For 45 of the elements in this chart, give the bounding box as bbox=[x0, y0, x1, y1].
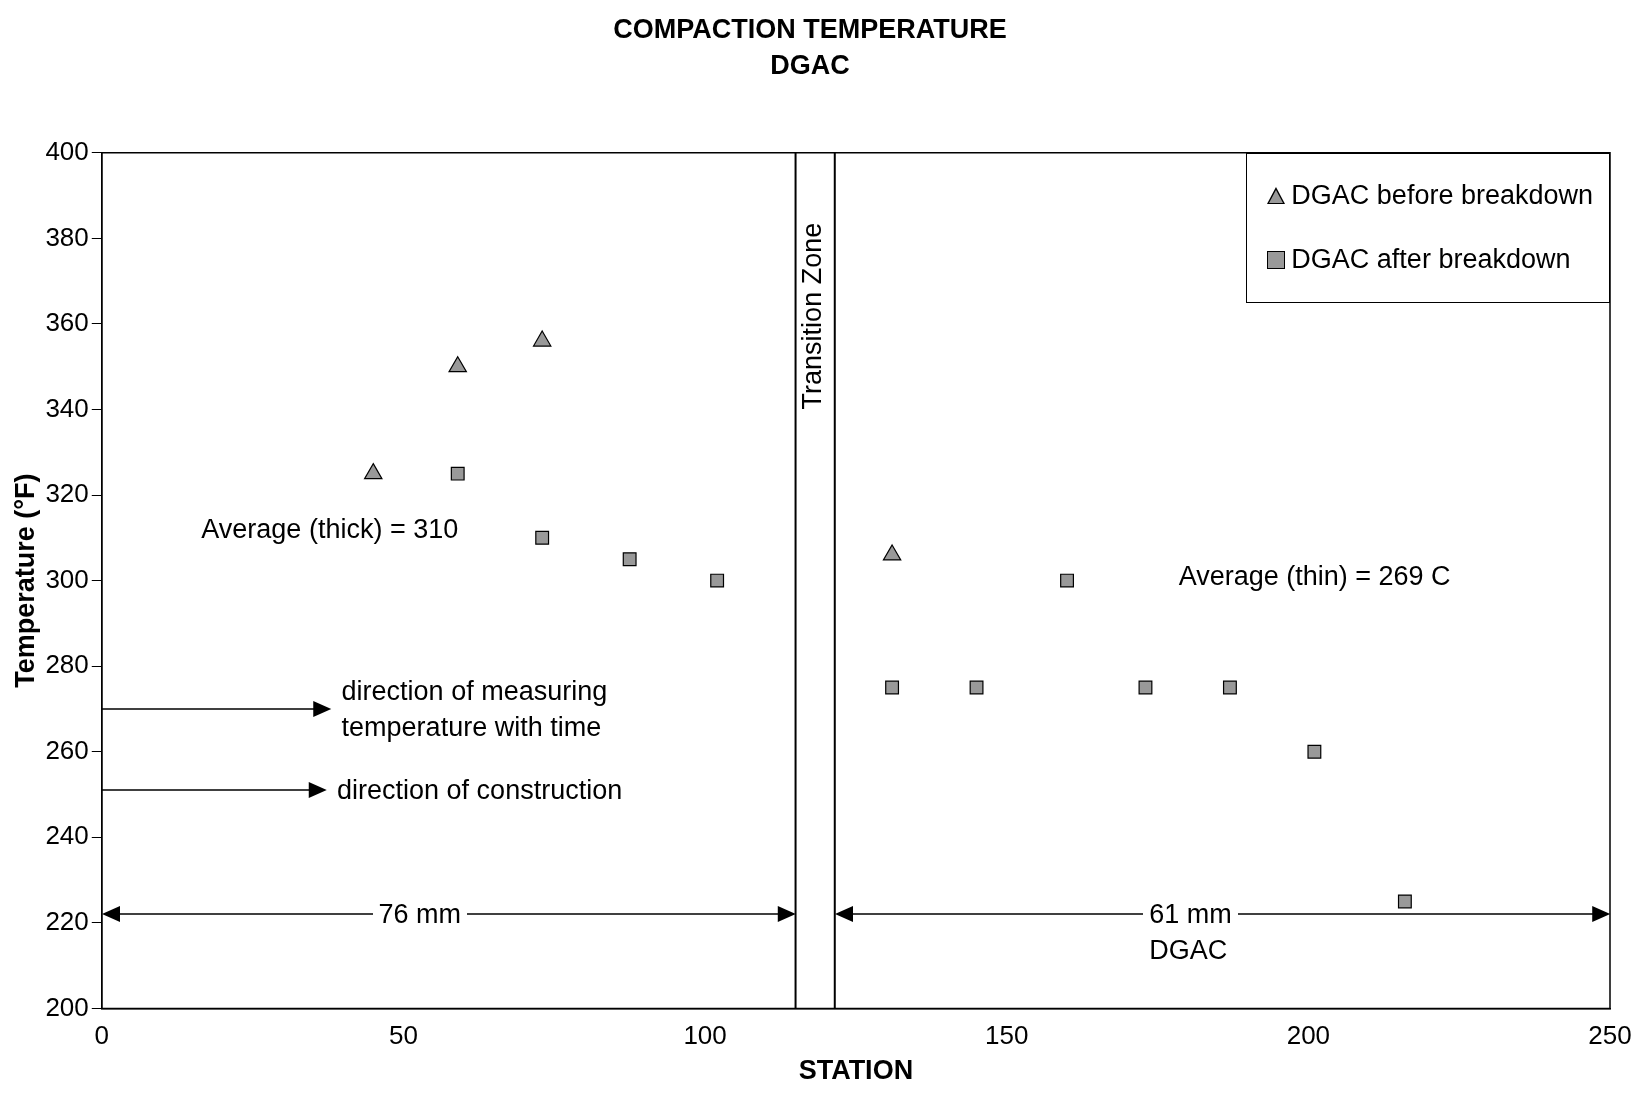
x-tick-label: 100 bbox=[683, 1020, 727, 1051]
chart-title: COMPACTION TEMPERATURE bbox=[613, 13, 1007, 44]
x-tick-label: 200 bbox=[1286, 1020, 1331, 1051]
y-tick-label: 380 bbox=[45, 221, 89, 252]
x-tick-label: 50 bbox=[388, 1020, 418, 1051]
point bbox=[882, 544, 902, 561]
x-axis-title: STATION bbox=[798, 1055, 914, 1086]
point bbox=[710, 573, 725, 588]
point bbox=[1060, 573, 1075, 588]
y-tick-label: 260 bbox=[45, 734, 89, 765]
chart-subtitle: DGAC bbox=[770, 50, 850, 81]
point bbox=[364, 463, 383, 480]
x-tick-label: 0 bbox=[94, 1020, 110, 1051]
y-tick-label: 200 bbox=[45, 991, 89, 1022]
annotation: direction of construction bbox=[336, 774, 624, 808]
x-tick-label: 150 bbox=[985, 1020, 1029, 1051]
y-tick-label: 400 bbox=[45, 135, 89, 166]
point bbox=[532, 330, 552, 347]
point bbox=[622, 552, 637, 567]
point bbox=[885, 680, 900, 695]
point bbox=[1307, 744, 1322, 759]
annotation: Average (thick) = 310 bbox=[200, 513, 460, 547]
y-tick-label: 340 bbox=[45, 392, 89, 423]
annotation: 61 mm DGAC bbox=[1143, 896, 1238, 969]
ref-line-label: Transition Zone bbox=[797, 222, 828, 410]
point bbox=[1222, 680, 1237, 695]
y-tick-label: 360 bbox=[45, 307, 89, 338]
point bbox=[535, 530, 550, 545]
point bbox=[450, 466, 465, 481]
y-tick-label: 320 bbox=[45, 478, 89, 509]
y-axis-title: Temperature (°F) bbox=[9, 473, 40, 688]
y-tick-label: 240 bbox=[45, 820, 89, 851]
y-tick-label: 220 bbox=[45, 906, 89, 937]
point bbox=[969, 680, 984, 695]
legend-label: DGAC after breakdown bbox=[1291, 244, 1571, 276]
legend-label: DGAC before breakdown bbox=[1291, 180, 1593, 212]
point bbox=[448, 356, 467, 373]
y-tick-label: 300 bbox=[45, 563, 89, 594]
annotation: Average (thin) = 269 C bbox=[1177, 560, 1452, 594]
point bbox=[1138, 680, 1153, 695]
annotation: direction of measuring temperature with time bbox=[340, 674, 609, 744]
annotation: 76 mm bbox=[372, 896, 468, 933]
x-tick-label: 250 bbox=[1588, 1020, 1632, 1051]
point bbox=[1397, 894, 1412, 909]
y-tick-label: 280 bbox=[45, 649, 89, 680]
